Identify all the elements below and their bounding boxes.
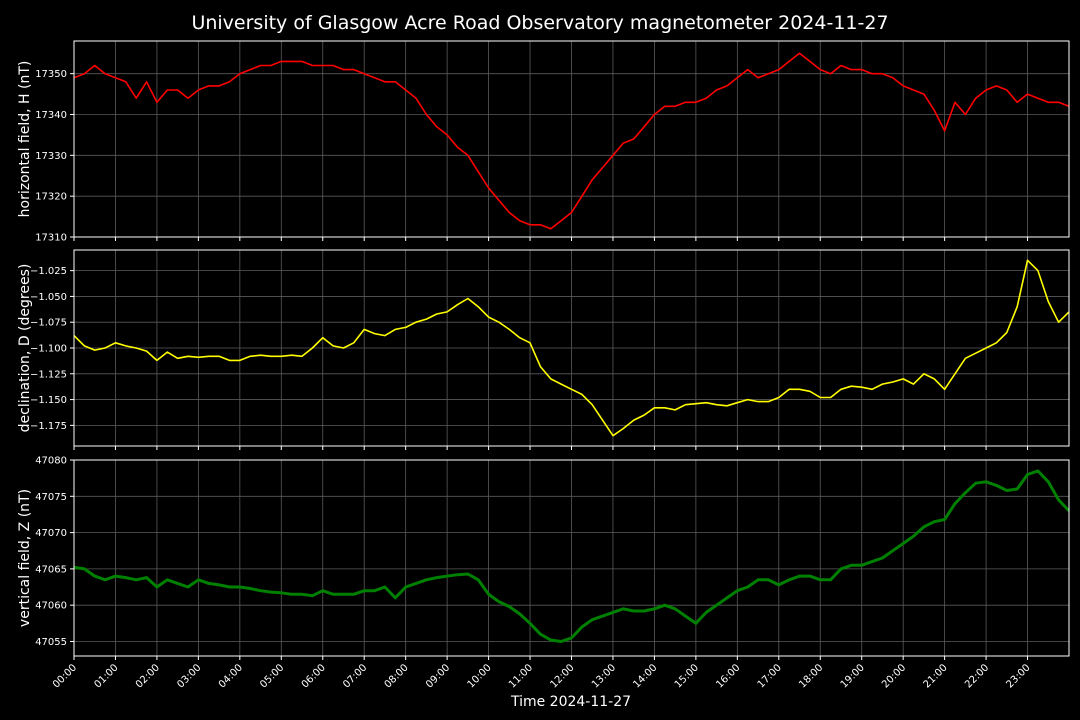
y-tick-label: 47080 (35, 456, 67, 467)
series-line (73, 469, 1071, 643)
y-tick-label: 17340 (35, 110, 67, 121)
x-tick-label: 14:00 (631, 662, 659, 690)
y-tick-label: 47065 (35, 564, 67, 575)
x-tick-label: 05:00 (258, 662, 286, 690)
x-tick-label: 10:00 (466, 662, 494, 690)
y-axis-label: horizontal field, H (nT) (17, 61, 33, 218)
y-tick-label: 17310 (35, 233, 67, 244)
x-tick-label: 20:00 (880, 662, 908, 690)
y-tick-label: 47055 (35, 637, 67, 648)
panel-3: 47055 47060 47065 47070 47075 47080 vertical f… (17, 456, 1071, 660)
x-tick-label: 21:00 (922, 662, 950, 690)
x-tick-label: 16:00 (714, 662, 742, 690)
y-tick-label: 47070 (35, 528, 67, 539)
panel-frame (73, 459, 1070, 657)
y-tick-label: −1.050 (30, 292, 67, 303)
x-tick-label: 09:00 (424, 662, 452, 690)
x-tick-label: 03:00 (175, 662, 203, 690)
y-tick-label: −1.100 (30, 344, 67, 355)
x-tick-label: 04:00 (217, 662, 245, 690)
y-tick-label: 47060 (35, 601, 67, 612)
y-tick-label: 17320 (35, 192, 67, 203)
x-tick-label: 08:00 (383, 662, 411, 690)
series-line (73, 259, 1070, 437)
x-tick-label: 07:00 (341, 662, 369, 690)
y-tick-label: −1.150 (30, 395, 67, 406)
x-tick-label: 19:00 (839, 662, 867, 690)
y-tick-label: 17330 (35, 151, 67, 162)
x-tick-label: 01:00 (92, 662, 120, 690)
x-tick-label: 17:00 (756, 662, 784, 690)
y-tick-label: −1.175 (30, 421, 67, 432)
x-tick-label: 22:00 (963, 662, 991, 690)
x-tick-label: 12:00 (548, 662, 576, 690)
y-axis-label: vertical field, Z (nT) (17, 489, 33, 627)
x-tick-label: 18:00 (797, 662, 825, 690)
x-tick-label: 02:00 (134, 662, 162, 690)
series-line (73, 52, 1070, 230)
y-axis-label: declination, D (degrees) (17, 264, 33, 433)
y-tick-label: 47075 (35, 492, 67, 503)
x-tick-label: 23:00 (1005, 662, 1033, 690)
x-tick-label: 13:00 (590, 662, 618, 690)
x-tick-label: 15:00 (673, 662, 701, 690)
y-tick-label: −1.025 (30, 266, 67, 277)
x-tick-label: 11:00 (507, 662, 535, 690)
y-tick-label: 17350 (35, 69, 67, 80)
x-tick-label: 00:00 (51, 662, 79, 690)
x-axis-label: Time 2024-11-27 (510, 694, 631, 710)
y-tick-label: −1.075 (30, 318, 67, 329)
chart-title: University of Glasgow Acre Road Observat… (191, 12, 888, 34)
y-tick-label: −1.125 (30, 369, 67, 380)
x-axis-ticks: 00:00 01:00 02:00 03:00 04:00 05:00 06:00 07:00… (51, 662, 1033, 690)
panel-frame (73, 249, 1070, 447)
x-tick-label: 06:00 (300, 662, 328, 690)
panel-frame (73, 40, 1070, 238)
panel-2: −1.175 −1.150 −1.125 −1.100 −1.075 −1.050 −1.0… (17, 249, 1070, 450)
